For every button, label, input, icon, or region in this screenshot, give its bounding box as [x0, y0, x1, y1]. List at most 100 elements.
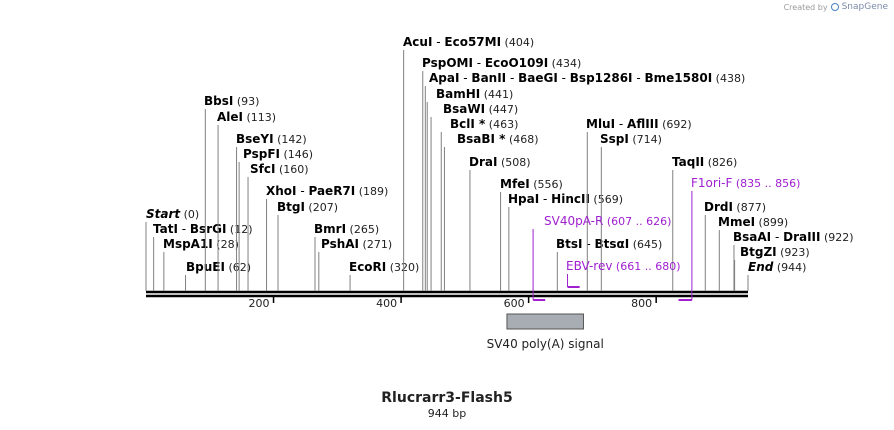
enzyme-position: (944)	[773, 261, 806, 274]
enzyme-name: BsaAI	[733, 230, 771, 244]
enzyme-label-mlui: MluI - AflIII (692)	[586, 117, 692, 131]
enzyme-position: (28)	[213, 238, 239, 251]
enzyme-position: (207)	[305, 201, 338, 214]
enzyme-label-mspa1i: MspA1I (28)	[163, 237, 239, 251]
ruler-label-800: 800	[631, 297, 652, 310]
enzyme-position: (569)	[590, 193, 623, 206]
enzyme-name: MfeI	[500, 177, 530, 191]
enzyme-name: BtgZI	[740, 245, 777, 259]
enzyme-name: BamHI	[436, 87, 480, 101]
enzyme-label-btgi: BtgI (207)	[277, 200, 338, 214]
plasmid-name: Rlucrarr3-Flash5	[381, 390, 513, 406]
enzyme-label-bbsi: BbsI (93)	[204, 94, 259, 108]
enzyme-position: (62)	[225, 261, 251, 274]
map-title-block: Rlucrarr3-Flash5 944 bp	[0, 390, 894, 420]
credit-brand: SnapGene	[841, 2, 888, 12]
enzyme-name: BtgI	[277, 200, 305, 214]
enzyme-label-apai: ApaI - BanII - BaeGI - Bsp1286I - Bme158…	[429, 71, 745, 85]
enzyme-label-btgzi: BtgZI (923)	[740, 245, 810, 259]
enzyme-name: BsaWI	[443, 102, 485, 116]
enzyme-name: BaeGI	[518, 71, 558, 85]
enzyme-label-bseyi: BseYI (142)	[236, 132, 307, 146]
enzyme-label-sfci: SfcI (160)	[250, 162, 309, 176]
enzyme-name: EcoO109I	[485, 56, 548, 70]
enzyme-position: (877)	[733, 201, 766, 214]
enzyme-name: HincII	[551, 192, 590, 206]
enzyme-name: BtsαI	[594, 237, 629, 251]
enzyme-position: (93)	[233, 95, 259, 108]
enzyme-position: (0)	[180, 208, 199, 221]
enzyme-position: (899)	[755, 216, 788, 229]
enzyme-name: PaeR7I	[308, 184, 355, 198]
primer-range: (661 .. 680)	[612, 260, 680, 273]
snapgene-credit: Created by SnapGene	[784, 2, 888, 12]
ruler-label-600: 600	[504, 297, 525, 310]
enzyme-position: (434)	[548, 57, 581, 70]
enzyme-position: (441)	[480, 88, 513, 101]
enzyme-label-bsabi: BsaBI * (468)	[457, 132, 539, 146]
primer-name: SV40pA-R	[544, 214, 603, 228]
enzyme-name: DraI	[469, 155, 497, 169]
enzyme-name: BclI *	[450, 117, 486, 131]
enzyme-position: (645)	[629, 238, 662, 251]
enzyme-name: Start	[146, 207, 181, 221]
primer-name: EBV-rev	[566, 259, 612, 273]
enzyme-position: (271)	[359, 238, 392, 251]
enzyme-name: MspA1I	[163, 237, 213, 251]
enzyme-label-mfei: MfeI (556)	[500, 177, 563, 191]
enzyme-name: BseYI	[236, 132, 274, 146]
enzyme-label-bamhi: BamHI (441)	[436, 87, 513, 101]
enzyme-name: Bsp1286I	[570, 71, 633, 85]
primer-name: F1ori-F	[691, 176, 732, 190]
enzyme-position: (404)	[501, 36, 534, 49]
enzyme-name: HpaI	[508, 192, 539, 206]
enzyme-position: (826)	[704, 156, 737, 169]
primer-label-sv40pa-r: SV40pA-R (607 .. 626)	[544, 214, 671, 228]
snapgene-logo-icon	[830, 3, 839, 11]
enzyme-name: End	[748, 260, 774, 274]
enzyme-label-bsawi: BsaWI (447)	[443, 102, 518, 116]
enzyme-name: DraIII	[783, 230, 820, 244]
enzyme-label-end: End (944)	[748, 260, 806, 274]
enzyme-label-ecori: EcoRI (320)	[349, 260, 419, 274]
enzyme-name: PspFI	[243, 147, 280, 161]
enzyme-position: (447)	[485, 103, 518, 116]
enzyme-name: XhoI	[266, 184, 297, 198]
ruler-label-400: 400	[376, 297, 397, 310]
enzyme-position: (692)	[659, 118, 692, 131]
primer-label-ebv-rev: EBV-rev (661 .. 680)	[566, 259, 681, 273]
enzyme-name: BsrGI	[190, 222, 227, 236]
enzyme-position: (508)	[497, 156, 530, 169]
enzyme-label-alei: AleI (113)	[217, 110, 276, 124]
enzyme-label-taqii: TaqII (826)	[672, 155, 737, 169]
enzyme-label-tati: TatI - BsrGI (12)	[153, 222, 253, 236]
enzyme-label-bsaai: BsaAI - DraIII (922)	[733, 230, 854, 244]
enzyme-name: BanII	[471, 71, 506, 85]
enzyme-label-mmei: MmeI (899)	[718, 215, 788, 229]
primer-range: (607 .. 626)	[603, 215, 671, 228]
credit-created-by: Created by	[783, 2, 828, 12]
enzyme-name: MluI	[586, 117, 615, 131]
enzyme-label-sspi: SspI (714)	[600, 132, 662, 146]
enzyme-position: (468)	[505, 133, 538, 146]
enzyme-position: (714)	[629, 133, 662, 146]
enzyme-label-xhoi: XhoI - PaeR7I (189)	[266, 184, 388, 198]
enzyme-name: ApaI	[429, 71, 459, 85]
enzyme-name: EcoRI	[349, 260, 386, 274]
enzyme-name: MmeI	[718, 215, 755, 229]
enzyme-name: DrdI	[704, 200, 733, 214]
enzyme-position: (113)	[243, 111, 276, 124]
enzyme-position: (922)	[820, 231, 853, 244]
enzyme-position: (142)	[274, 133, 307, 146]
enzyme-label-drdi: DrdI (877)	[704, 200, 766, 214]
enzyme-name: BtsI	[556, 237, 583, 251]
enzyme-name: AflIII	[627, 117, 659, 131]
enzyme-name: TaqII	[672, 155, 704, 169]
enzyme-label-bmri: BmrI (265)	[314, 222, 379, 236]
enzyme-name: PspOMI	[422, 56, 473, 70]
enzyme-name: AleI	[217, 110, 243, 124]
ruler-label-200: 200	[249, 297, 270, 310]
enzyme-position: (463)	[485, 118, 518, 131]
enzyme-position: (923)	[777, 246, 810, 259]
enzyme-label-pspfi: PspFI (146)	[243, 147, 313, 161]
